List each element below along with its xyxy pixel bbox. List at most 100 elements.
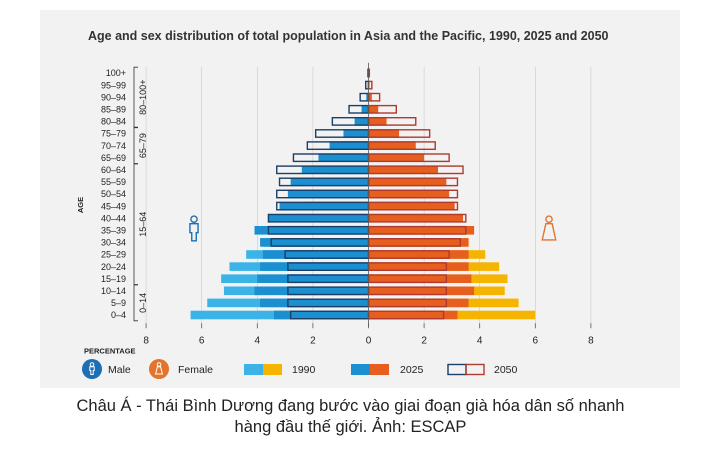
- age-group-bracket: [133, 284, 138, 322]
- bar-male-2025: [273, 310, 369, 320]
- legend-swatch-2025-male: [351, 364, 370, 375]
- legend-2050-label: 2050: [494, 364, 518, 376]
- legend: Male Female 1990 2025 2050: [82, 359, 518, 379]
- female-icon-head: [545, 215, 553, 224]
- bars-1990: [190, 80, 536, 320]
- bar-male-2025: [257, 274, 369, 283]
- female-icon-body: [541, 223, 557, 241]
- bar-female-2050: [367, 80, 373, 90]
- bar-female-2025: [368, 286, 475, 296]
- legend-female-icon-circle: [149, 359, 169, 379]
- bar-male-2025: [254, 286, 369, 296]
- age-group-label: 80–100+: [138, 80, 148, 115]
- legend-swatch-2050-female: [465, 363, 485, 376]
- y-tick-label: 10–14: [101, 286, 126, 296]
- y-tick-label: 30–34: [101, 238, 126, 248]
- x-tick-label: 4: [255, 335, 261, 346]
- x-tick-label: 2: [310, 335, 316, 346]
- bar-male-2025: [318, 153, 369, 162]
- age-group-brackets: 0–14 15–64 65–79 80–100+: [133, 66, 148, 322]
- bar-female-2025: [368, 177, 447, 187]
- bar-male-2025: [254, 226, 369, 235]
- bar-female-2025: [368, 226, 475, 235]
- y-tick-label: 100+: [106, 68, 126, 78]
- bar-male-2025: [361, 105, 369, 114]
- y-tick-label: 5–9: [111, 298, 126, 308]
- legend-female-label: Female: [178, 364, 213, 376]
- y-tick-label: 40–44: [101, 213, 126, 223]
- y-tick-label: 75–79: [101, 129, 126, 139]
- legend-1990-label: 1990: [292, 364, 316, 376]
- bar-female-2025: [368, 105, 379, 114]
- male-icon: [189, 215, 199, 242]
- bar-male-2025: [301, 165, 369, 175]
- bar-male-2025: [279, 201, 369, 211]
- population-pyramid-chart: 8 6 4 2 0 2 4 6 8 PERCENTAGE 0–4 5–9 10–14 15–19 20–2…: [76, 62, 594, 379]
- legend-swatch-2050-male: [447, 363, 467, 376]
- legend-female-icon-body: [154, 366, 164, 375]
- bar-female-2025: [368, 117, 387, 126]
- legend-male-label: Male: [108, 364, 131, 376]
- bar-female-2025: [368, 129, 400, 138]
- legend-male-icon: [82, 359, 102, 379]
- legend-swatch-2025-female: [370, 364, 389, 375]
- bar-male-2025: [262, 250, 369, 259]
- bar-female-2025: [368, 141, 416, 150]
- bar-female-2025: [368, 310, 458, 320]
- y-tick-label: 35–39: [101, 226, 126, 236]
- bar-male-2025: [260, 262, 369, 271]
- age-group-bracket: [133, 66, 138, 128]
- y-tick-label: 15–19: [101, 274, 126, 284]
- legend-2025-label: 2025: [400, 364, 424, 376]
- age-group-label: 15–64: [138, 212, 148, 237]
- y-tick-label: 65–69: [101, 153, 126, 163]
- x-tick-label: 0: [366, 335, 372, 346]
- legend-swatch-1990-male: [244, 364, 263, 375]
- y-tick-label: 20–24: [101, 262, 126, 272]
- y-axis-label: AGE: [76, 197, 85, 213]
- bar-female-2025: [368, 298, 469, 308]
- bar-female-2025: [368, 262, 469, 271]
- bar-male-2025: [366, 92, 369, 102]
- age-group-bracket: [133, 163, 138, 285]
- bar-female-2025: [368, 201, 455, 211]
- female-icon: [541, 215, 557, 241]
- bar-female-2025: [368, 238, 469, 247]
- bar-male-2025: [354, 117, 369, 126]
- bar-male-2025: [268, 213, 369, 223]
- chart-title: Age and sex distribution of total popula…: [88, 29, 609, 43]
- bars-2025: [254, 80, 475, 320]
- x-tick-label: 8: [588, 335, 594, 346]
- male-icon-body: [189, 223, 199, 242]
- bar-male-2025: [260, 298, 369, 308]
- age-group-label: 65–79: [138, 133, 148, 158]
- x-tick-label: 4: [477, 335, 483, 346]
- bar-male-2025: [329, 141, 369, 150]
- x-axis: 8 6 4 2 0 2 4 6 8 PERCENTAGE: [84, 62, 594, 355]
- legend-male-icon-body: [89, 366, 95, 375]
- y-tick-label: 90–94: [101, 92, 126, 102]
- y-tick-labels: 0–4 5–9 10–14 15–19 20–24 25–29 30–34 35–39 40–4…: [101, 68, 126, 320]
- legend-swatch-1990-female: [263, 364, 282, 375]
- bar-male-2025: [343, 129, 369, 138]
- y-tick-label: 70–74: [101, 141, 126, 151]
- legend-female-icon: [149, 359, 169, 379]
- y-tick-label: 80–84: [101, 117, 126, 127]
- bar-female-2025: [368, 92, 372, 102]
- sex-icons: [189, 215, 557, 242]
- image-caption: Châu Á - Thái Bình Dương đang bước vào g…: [0, 396, 701, 438]
- y-tick-label: 60–64: [101, 165, 126, 175]
- caption-line-1: Châu Á - Thái Bình Dương đang bước vào g…: [76, 397, 625, 415]
- legend-male-icon-circle: [82, 359, 102, 379]
- chart-figure: 8 6 4 2 0 2 4 6 8 PERCENTAGE 0–4 5–9 10–14 15–19 20–2…: [40, 10, 680, 388]
- y-tick-label: 25–29: [101, 250, 126, 260]
- y-tick-label: 55–59: [101, 177, 126, 187]
- caption-line-2: hàng đầu thế giới. Ảnh: ESCAP: [234, 418, 467, 436]
- bar-male-2025: [260, 238, 369, 247]
- age-group-label: 0–14: [138, 293, 148, 313]
- y-tick-label: 0–4: [111, 310, 126, 320]
- male-icon-head: [190, 215, 198, 224]
- bar-male-2025: [290, 177, 369, 187]
- bar-female-2025: [368, 250, 469, 259]
- bar-female-2025: [368, 189, 450, 199]
